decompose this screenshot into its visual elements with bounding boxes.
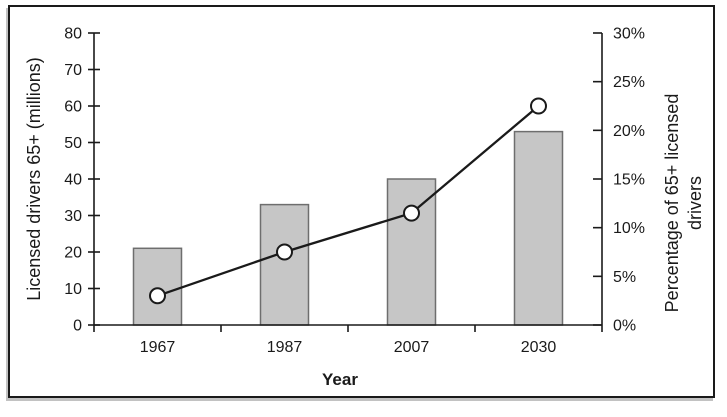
- right-tick-label-5%: 5%: [613, 269, 636, 286]
- left-axis-title: Licensed drivers 65+ (millions): [24, 57, 44, 301]
- left-tick-label-50: 50: [64, 135, 82, 152]
- line-marker-2030: [530, 97, 547, 115]
- x-tick-label-1967: 1967: [140, 339, 176, 356]
- percentage-line-series: [157, 105, 540, 297]
- left-tick-label-30: 30: [64, 208, 82, 225]
- left-tick-label-20: 20: [64, 245, 82, 262]
- bar-2030: [513, 130, 564, 326]
- right-tick-label-15%: 15%: [613, 172, 645, 189]
- left-tick-label-80: 80: [64, 26, 82, 43]
- bar-1987: [259, 203, 310, 326]
- line-marker-1967: [149, 287, 166, 305]
- line-marker-2007: [403, 204, 420, 222]
- bar-1967: [132, 247, 183, 326]
- left-tick-label-40: 40: [64, 172, 82, 189]
- left-tick-label-60: 60: [64, 99, 82, 116]
- left-tick-label-70: 70: [64, 62, 82, 79]
- right-tick-label-10%: 10%: [613, 220, 645, 237]
- line-marker-1987: [276, 243, 293, 261]
- x-tick-label-1987: 1987: [267, 339, 303, 356]
- left-tick-label-10: 10: [64, 281, 82, 298]
- right-tick-label-25%: 25%: [613, 74, 645, 91]
- x-tick-label-2030: 2030: [521, 339, 557, 356]
- right-axis-title: Percentage of 65+ licensed drivers: [662, 94, 705, 313]
- licensed-drivers-combo-chart: 010203040506070800%5%10%15%20%25%30%1967…: [24, 26, 705, 390]
- right-axis-title-line-2: drivers: [685, 176, 705, 230]
- bar-2007: [386, 178, 437, 326]
- x-tick-label-2007: 2007: [394, 339, 430, 356]
- x-axis-title: Year: [322, 370, 358, 389]
- right-tick-label-20%: 20%: [613, 123, 645, 140]
- right-tick-label-0%: 0%: [613, 318, 636, 335]
- left-tick-label-0: 0: [73, 318, 82, 335]
- chart-frame: 0 10 20 30 40 50 60 70 80 0% 5% 10% 15% 20% 25% 30% 1967…: [8, 5, 715, 398]
- right-axis-title-line-1: Percentage of 65+ licensed: [662, 94, 682, 313]
- right-tick-label-30%: 30%: [613, 26, 645, 43]
